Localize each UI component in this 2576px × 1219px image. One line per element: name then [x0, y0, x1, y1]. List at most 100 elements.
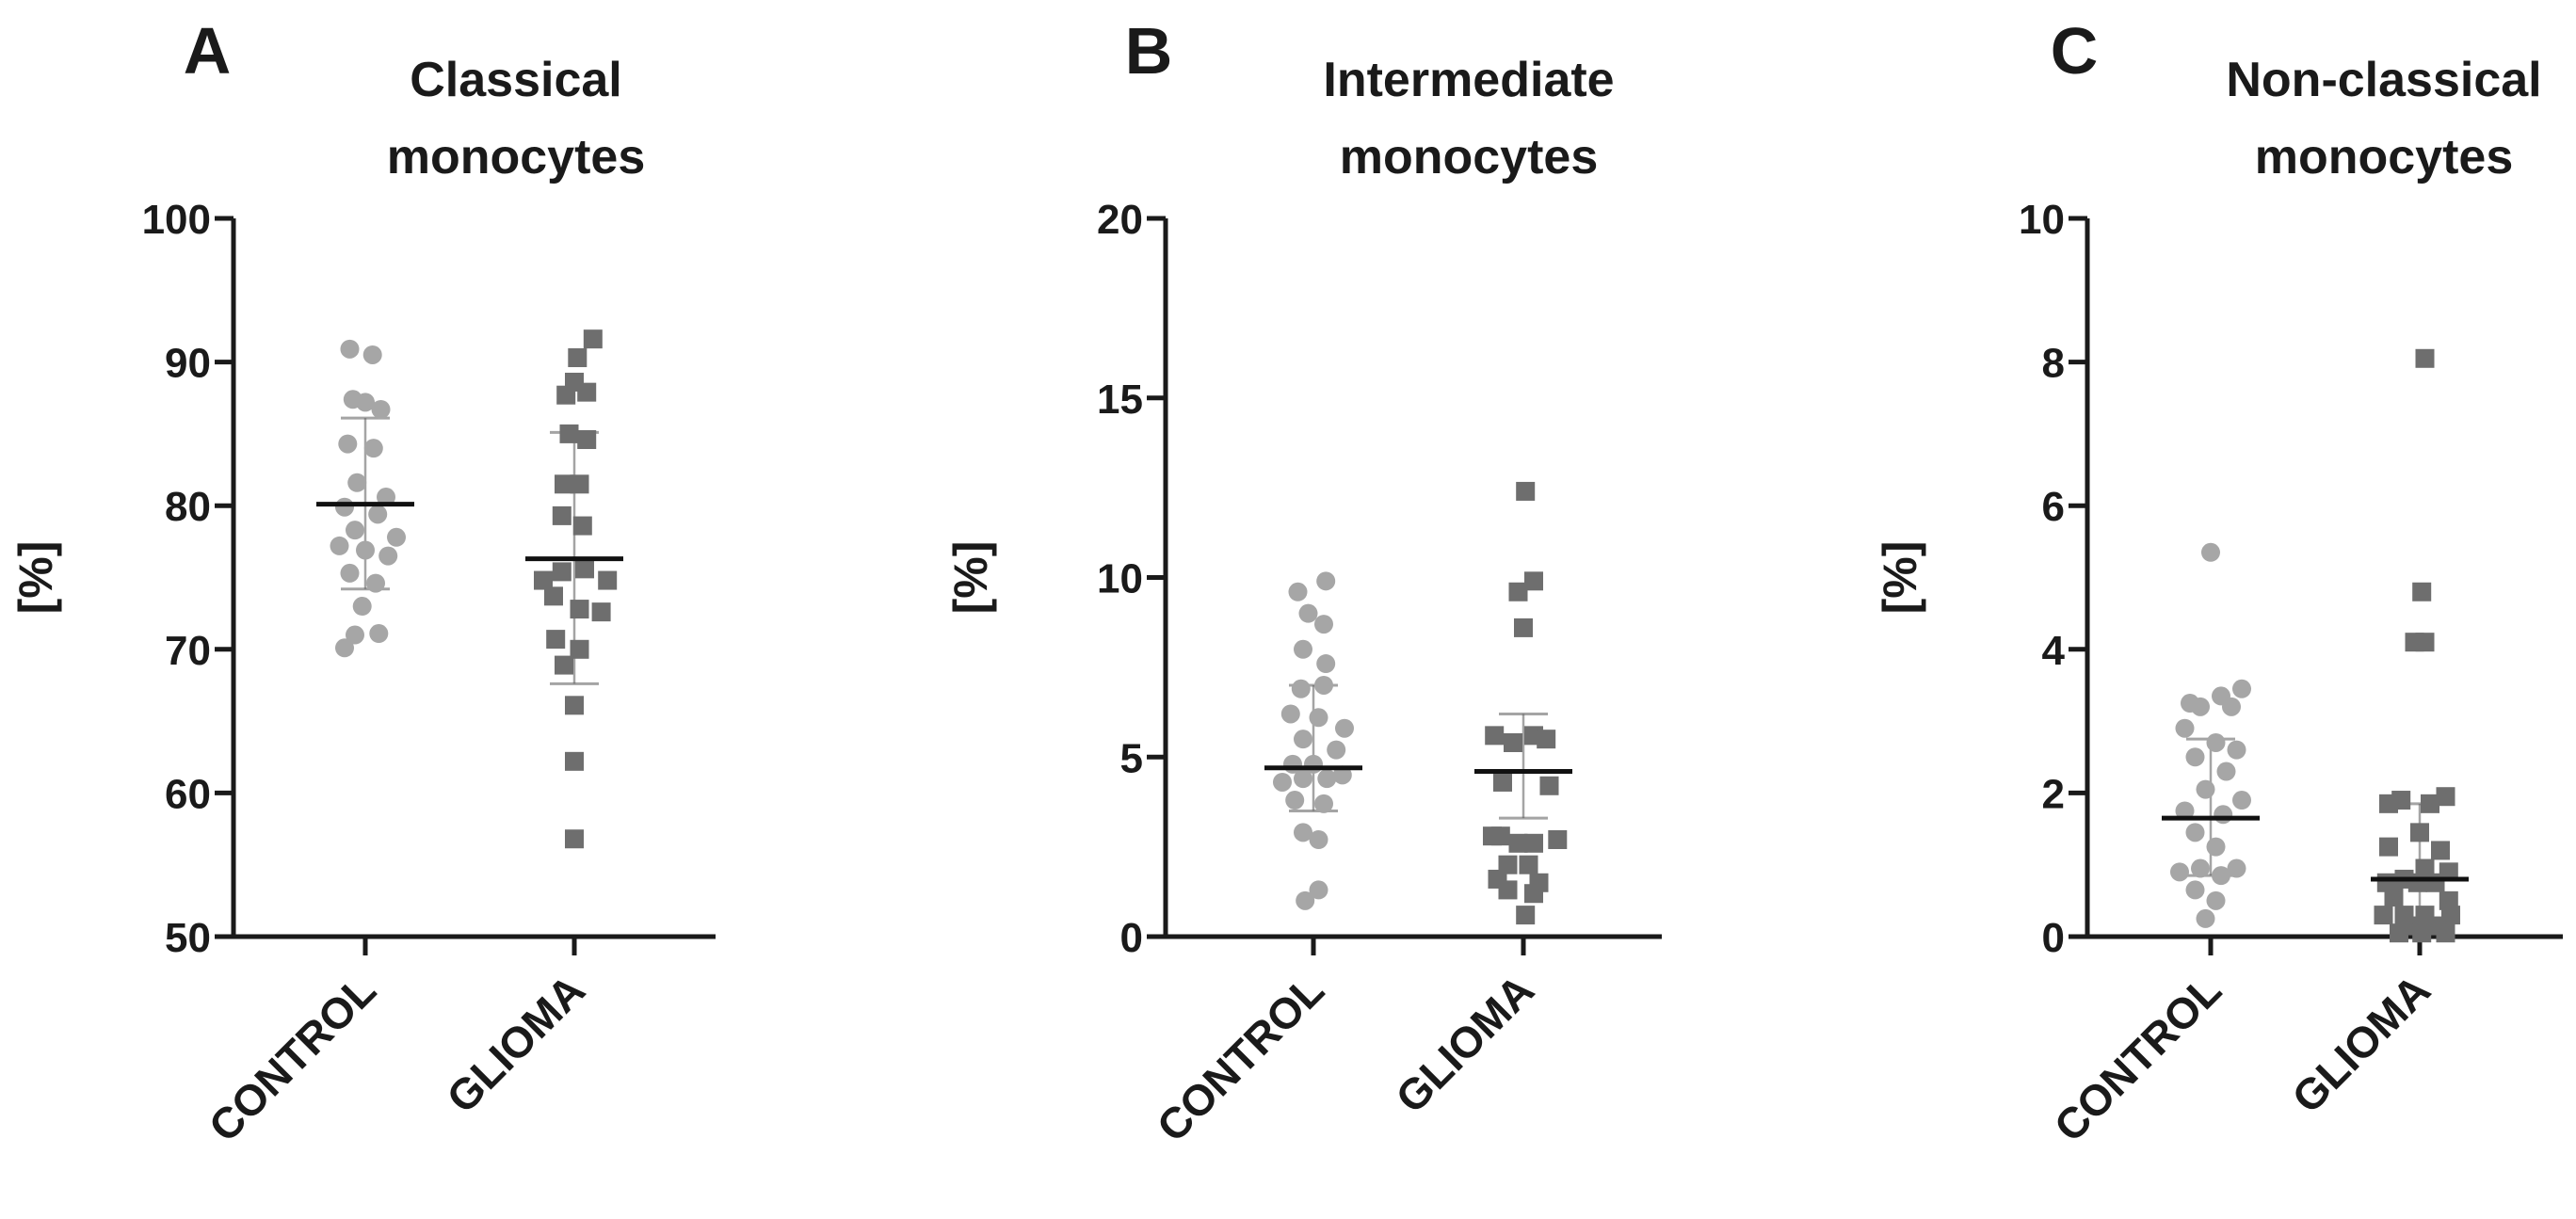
data-point	[1537, 730, 1556, 749]
chart-title-line: Classical	[410, 53, 622, 107]
data-point	[544, 586, 563, 606]
data-point	[546, 630, 566, 650]
y-tick-label: 8	[2042, 341, 2065, 387]
y-axis-label: [%]	[1874, 541, 1926, 615]
data-point	[2415, 633, 2435, 652]
y-tick-label: 10	[2019, 197, 2065, 243]
data-point	[2410, 823, 2429, 842]
data-point	[1498, 855, 1518, 874]
data-point	[565, 751, 584, 771]
data-point	[556, 385, 576, 405]
data-point	[2390, 923, 2408, 943]
x-tick-label: CONTROL	[1147, 965, 1333, 1151]
y-tick-label: 0	[1120, 915, 1143, 961]
data-point	[2206, 837, 2226, 857]
panel-letter: A	[184, 14, 232, 88]
data-point	[1294, 769, 1312, 789]
data-point	[534, 570, 553, 590]
data-point	[583, 329, 603, 349]
data-point	[346, 625, 364, 645]
data-point	[366, 573, 385, 593]
data-point	[565, 829, 584, 849]
y-tick-label: 70	[165, 628, 211, 674]
series-control	[1264, 571, 1362, 910]
data-point	[346, 521, 364, 540]
y-tick-label: 50	[165, 915, 211, 961]
data-point	[387, 527, 406, 547]
data-point	[1294, 639, 1312, 659]
data-point	[2196, 779, 2215, 799]
data-point	[2206, 890, 2226, 910]
data-point	[2384, 888, 2404, 907]
data-point	[377, 488, 395, 507]
panel-c: C Non-classical monocytes [%] 0 2 4 6 8 10 CONTROL…	[1874, 14, 2563, 1151]
data-point	[2185, 880, 2205, 900]
data-point	[2412, 923, 2432, 943]
data-point	[2191, 858, 2210, 878]
data-point	[356, 393, 375, 412]
data-point	[575, 559, 594, 579]
chart-title-line: Intermediate	[1323, 53, 1614, 107]
data-point	[2227, 740, 2246, 760]
series-control	[316, 339, 414, 658]
data-point	[1309, 829, 1328, 849]
y-tick-label: 4	[2042, 628, 2066, 674]
data-point	[2441, 906, 2460, 925]
data-point	[2374, 906, 2393, 925]
chart-title-line: monocytes	[387, 130, 646, 184]
data-point	[1291, 679, 1311, 698]
data-point	[363, 439, 383, 458]
x-tick-label: GLIOMA	[1386, 965, 1543, 1122]
data-point	[1516, 481, 1536, 501]
data-point	[1485, 726, 1505, 746]
data-point	[2431, 841, 2450, 860]
data-point	[2185, 823, 2205, 842]
data-point	[1273, 772, 1292, 792]
panel-b: B Intermediate monocytes [%] 0 5 10 15 20 CONTROL…	[944, 14, 1662, 1151]
y-tick-label: 0	[2042, 915, 2065, 961]
data-point	[368, 505, 388, 524]
data-point	[362, 345, 382, 364]
data-point	[1285, 791, 1305, 810]
data-point	[2425, 873, 2445, 892]
data-point	[577, 382, 597, 402]
data-point	[2232, 679, 2251, 698]
y-tick-label: 6	[2042, 484, 2065, 530]
series-glioma	[525, 329, 623, 849]
data-point	[1524, 571, 1543, 591]
data-point	[1316, 571, 1336, 591]
data-point	[2191, 697, 2210, 716]
series-glioma	[1474, 481, 1572, 925]
data-point	[2436, 787, 2455, 807]
data-point	[1288, 582, 1308, 601]
data-point	[1317, 769, 1337, 789]
data-point	[2196, 908, 2215, 928]
data-point	[2206, 732, 2226, 752]
data-point	[1516, 906, 1536, 925]
data-point	[371, 399, 391, 419]
data-point	[1332, 765, 1352, 785]
data-point	[2175, 801, 2195, 821]
y-tick-label: 10	[1097, 556, 1143, 602]
data-point	[552, 505, 572, 525]
data-point	[1294, 730, 1312, 749]
data-point	[1298, 603, 1318, 623]
data-point	[555, 474, 573, 494]
y-axis-label: [%]	[9, 541, 62, 615]
y-axis-label: [%]	[944, 541, 997, 615]
data-point	[1498, 880, 1518, 900]
data-point	[598, 570, 618, 590]
data-point	[2214, 805, 2233, 825]
x-tick-label: CONTROL	[199, 965, 385, 1151]
data-point	[1309, 880, 1328, 900]
data-point	[568, 348, 588, 368]
data-point	[356, 540, 375, 560]
y-tick-label: 20	[1097, 197, 1143, 243]
chart-title-line: Non-classical	[2226, 53, 2541, 107]
panel-a: A Classical monocytes [%] 50 60 70 80 90 100 CONTR…	[9, 14, 716, 1151]
data-point	[1514, 618, 1533, 637]
data-point	[572, 516, 592, 536]
y-tick-label: 100	[142, 197, 211, 243]
data-point	[2227, 858, 2246, 878]
data-point	[1519, 855, 1538, 874]
